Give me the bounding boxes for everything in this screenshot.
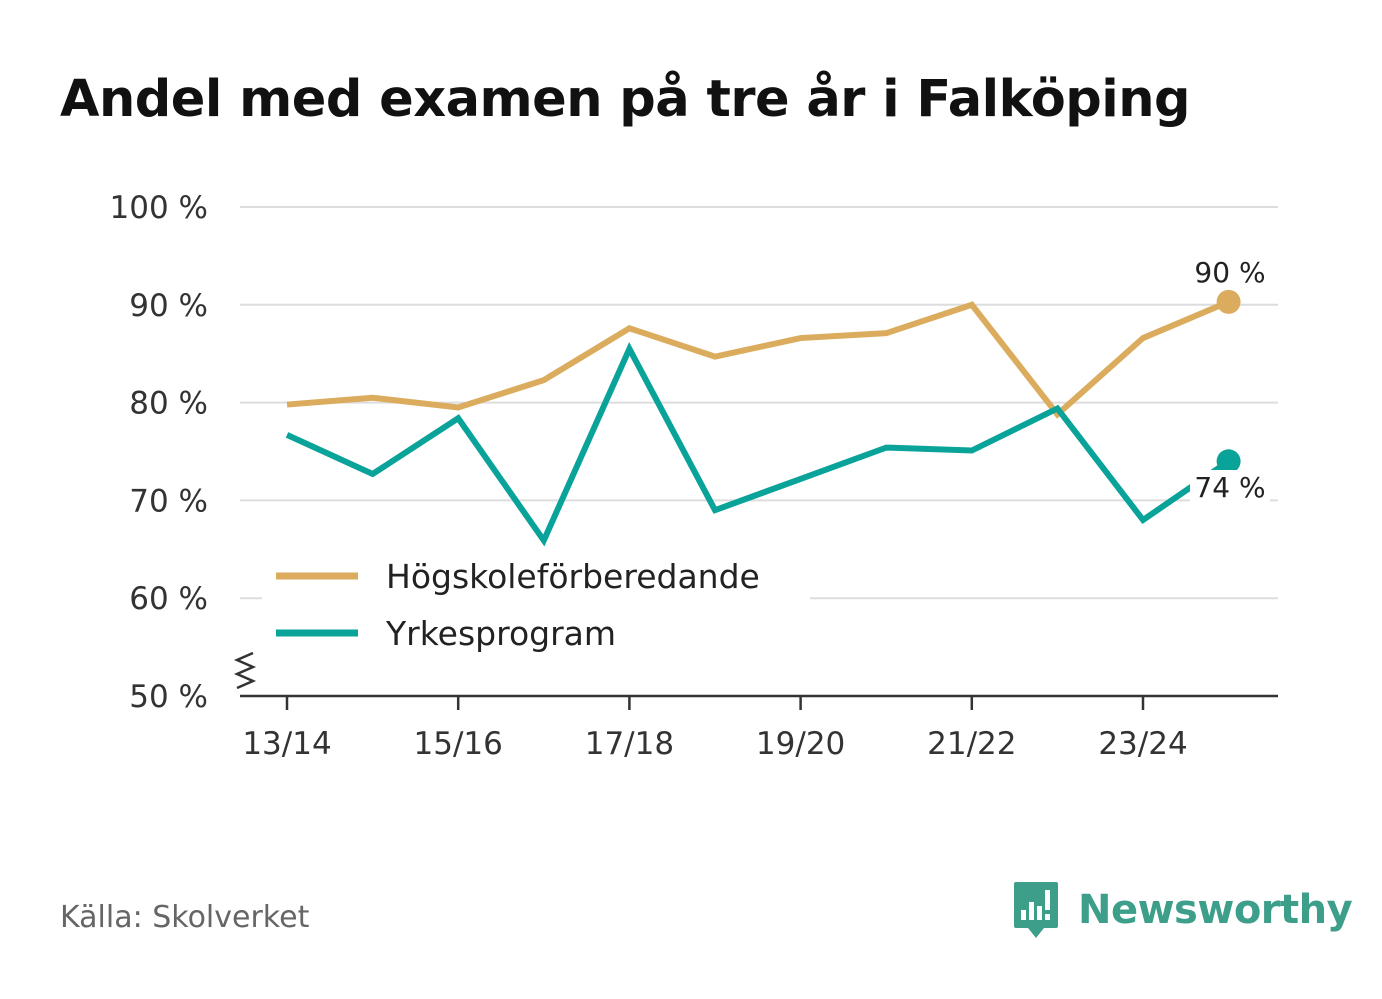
x-tick-label: 21/22 bbox=[927, 726, 1016, 762]
end-label-yrkesprogram: 74 % bbox=[1194, 471, 1265, 504]
series-line-yrkesprogram bbox=[285, 341, 1231, 547]
end-label-hogskoleforberedande: 90 % bbox=[1194, 256, 1265, 289]
series-lines bbox=[285, 289, 1241, 547]
y-tick-label: 70 % bbox=[129, 483, 208, 519]
x-tick-label: 17/18 bbox=[585, 726, 674, 762]
end-marker-hogskoleforberedande bbox=[1216, 289, 1241, 314]
legend-label: Högskoleförberedande bbox=[386, 557, 760, 596]
source-note: Källa: Skolverket bbox=[60, 900, 310, 935]
x-tick-label: 13/14 bbox=[242, 726, 331, 762]
x-axis bbox=[233, 651, 1278, 698]
x-tick-label: 15/16 bbox=[414, 726, 503, 762]
axis-break-icon bbox=[233, 651, 257, 690]
end-labels: 90 % 74 % bbox=[1190, 256, 1270, 504]
x-axis-ticks: 13/14 15/16 17/18 19/20 21/22 23/24 bbox=[242, 696, 1188, 762]
brand-name: Newsworthy bbox=[1078, 887, 1353, 933]
chart-title: Andel med examen på tre år i Falköping bbox=[60, 70, 1191, 129]
y-tick-label: 90 % bbox=[129, 288, 208, 324]
y-tick-label: 80 % bbox=[129, 386, 208, 422]
end-marker-yrkesprogram bbox=[1216, 449, 1241, 474]
legend: Högskoleförberedande Yrkesprogram bbox=[262, 548, 810, 653]
newsworthy-logo-icon bbox=[1014, 882, 1058, 938]
x-tick-label: 19/20 bbox=[756, 726, 845, 762]
series-line-hogskoleforberedande bbox=[286, 299, 1230, 419]
legend-label: Yrkesprogram bbox=[385, 614, 616, 653]
x-tick-label: 23/24 bbox=[1098, 726, 1187, 762]
y-axis-ticks: 50 % 60 % 70 % 80 % 90 % 100 % bbox=[110, 190, 208, 715]
y-tick-label: 60 % bbox=[129, 581, 208, 617]
y-tick-label: 100 % bbox=[110, 190, 208, 226]
end-label-background bbox=[1190, 470, 1270, 504]
y-tick-label: 50 % bbox=[129, 679, 208, 715]
brand-logo: Newsworthy bbox=[1012, 878, 1353, 942]
